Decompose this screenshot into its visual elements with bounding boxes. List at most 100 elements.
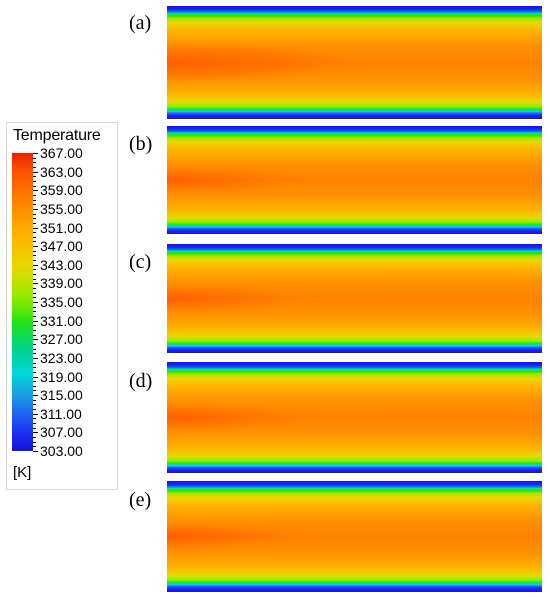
legend-minor-tick <box>33 204 36 206</box>
contour-panel-b <box>167 126 542 234</box>
legend-major-tick <box>33 357 38 359</box>
legend-tick-label: 331.00 <box>40 312 83 329</box>
contour-panel-e <box>167 481 542 592</box>
legend-minor-tick <box>33 180 36 182</box>
legend-minor-tick <box>33 334 36 336</box>
legend-tick-label: 323.00 <box>40 349 83 366</box>
legend-major-tick <box>33 283 38 285</box>
legend-minor-tick <box>33 288 36 290</box>
legend-minor-tick <box>33 367 36 369</box>
legend-minor-tick <box>33 297 36 299</box>
legend-major-tick <box>33 264 38 266</box>
legend-minor-tick <box>33 157 36 159</box>
legend-ticks <box>33 153 43 452</box>
legend-major-tick <box>33 208 38 210</box>
legend-minor-tick <box>33 162 36 164</box>
legend-tick-label: 303.00 <box>40 443 83 459</box>
legend-major-tick <box>33 227 38 229</box>
legend-major-tick <box>33 171 38 173</box>
legend-minor-tick <box>33 325 36 327</box>
legend-tick-label: 343.00 <box>40 256 83 273</box>
legend-major-tick <box>33 395 38 397</box>
legend-minor-tick <box>33 218 36 220</box>
legend-major-tick <box>33 246 38 248</box>
temperature-contour <box>167 362 542 473</box>
legend-major-tick <box>33 190 38 192</box>
legend-minor-tick <box>33 390 36 392</box>
legend-minor-tick <box>33 269 36 271</box>
temperature-contour <box>167 244 542 353</box>
legend-tick-label: 319.00 <box>40 368 83 385</box>
legend-minor-tick <box>33 381 36 383</box>
legend-tick-label: 363.00 <box>40 163 83 180</box>
legend-minor-tick <box>33 166 36 168</box>
temperature-contour <box>167 126 542 234</box>
legend-minor-tick <box>33 292 36 294</box>
panel-label-b: (b) <box>129 133 153 155</box>
legend-minor-tick <box>33 315 36 317</box>
legend-major-tick <box>33 153 38 154</box>
legend-tick-label: 315.00 <box>40 387 83 404</box>
legend-minor-tick <box>33 250 36 252</box>
contour-panel-c <box>167 244 542 353</box>
legend-minor-tick <box>33 199 36 201</box>
legend-minor-tick <box>33 232 36 234</box>
legend-tick-label: 347.00 <box>40 238 83 255</box>
legend-minor-tick <box>33 348 36 350</box>
legend-minor-tick <box>33 194 36 196</box>
legend-minor-tick <box>33 343 36 345</box>
legend-minor-tick <box>33 222 36 224</box>
legend-minor-tick <box>33 437 36 439</box>
legend-minor-tick <box>33 385 36 387</box>
legend-minor-tick <box>33 362 36 364</box>
legend-minor-tick <box>33 441 36 443</box>
panel-label-c: (c) <box>129 251 152 273</box>
legend-major-tick <box>33 339 38 341</box>
legend-minor-tick <box>33 427 36 429</box>
legend-minor-tick <box>33 353 36 355</box>
legend-major-tick <box>33 320 38 322</box>
legend-tick-label: 367.00 <box>40 145 83 161</box>
legend-minor-tick <box>33 329 36 331</box>
legend-minor-tick <box>33 236 36 238</box>
legend-unit: [K] <box>13 464 32 481</box>
legend-major-tick <box>33 302 38 303</box>
legend-tick-label: 327.00 <box>40 331 83 348</box>
legend-minor-tick <box>33 274 36 276</box>
legend-tick-label: 351.00 <box>40 219 83 236</box>
contour-panel-a <box>167 6 542 119</box>
legend-minor-tick <box>33 306 36 308</box>
legend-minor-tick <box>33 278 36 280</box>
panel-label-d: (d) <box>129 370 153 392</box>
temperature-legend: Temperature 367.00 363.00 359.00 355.00 351.… <box>6 122 118 490</box>
legend-minor-tick <box>33 423 36 425</box>
legend-tick-label: 339.00 <box>40 275 83 292</box>
panel-label-e: (e) <box>129 489 152 511</box>
legend-minor-tick <box>33 399 36 401</box>
legend-major-tick <box>33 413 38 415</box>
legend-minor-tick <box>33 260 36 262</box>
legend-minor-tick <box>33 311 36 313</box>
legend-tick-label: 359.00 <box>40 182 83 199</box>
legend-major-tick <box>33 376 38 378</box>
temperature-contour <box>167 6 542 119</box>
legend-minor-tick <box>33 213 36 215</box>
legend-minor-tick <box>33 185 36 187</box>
legend-major-tick <box>33 432 38 434</box>
legend-colorbar <box>12 153 33 451</box>
legend-tick-label: 311.00 <box>40 405 82 422</box>
legend-minor-tick <box>33 446 36 448</box>
legend-minor-tick <box>33 255 36 257</box>
legend-minor-tick <box>33 404 36 406</box>
legend-major-tick <box>33 451 38 452</box>
legend-title: Temperature <box>13 127 101 144</box>
temperature-contour <box>167 481 542 592</box>
legend-minor-tick <box>33 371 36 373</box>
panel-label-a: (a) <box>129 12 152 34</box>
legend-minor-tick <box>33 176 36 178</box>
legend-tick-label: 335.00 <box>40 294 83 310</box>
legend-minor-tick <box>33 409 36 411</box>
legend-tick-label: 355.00 <box>40 200 83 217</box>
legend-tick-label: 307.00 <box>40 424 83 441</box>
legend-minor-tick <box>33 241 36 243</box>
